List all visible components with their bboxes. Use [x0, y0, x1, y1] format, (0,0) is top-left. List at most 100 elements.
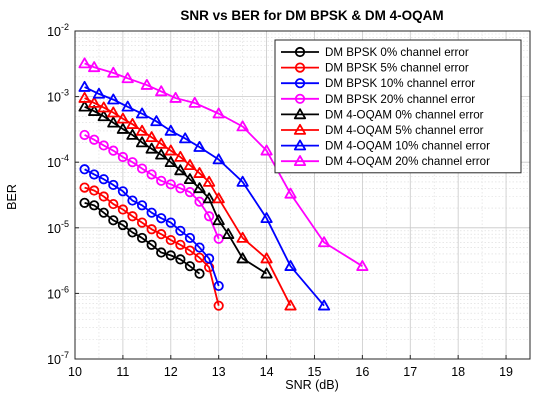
data-point-marker: [97, 101, 110, 113]
x-tick-label: 13: [212, 365, 226, 379]
data-point-marker: [183, 173, 197, 185]
data-point-marker: [212, 192, 225, 204]
data-point-marker: [140, 78, 153, 90]
data-point-marker: [108, 198, 119, 210]
data-point-marker: [78, 80, 91, 92]
data-point-marker: [156, 229, 167, 240]
legend-label: DM BPSK 0% channel error: [325, 46, 469, 59]
series-8: [78, 57, 369, 271]
legend-item: DM BPSK 20% channel error: [281, 93, 475, 106]
series-5: [78, 100, 273, 279]
axes: 10 11 12 13 14 15 16 17 18 19 10-7 10-6 10-5 10-4 10-3…: [47, 22, 531, 379]
series-7: [78, 80, 331, 311]
x-tick-label: 12: [164, 365, 178, 379]
data-point-marker: [135, 136, 149, 148]
data-point-marker: [127, 227, 138, 238]
data-point-marker: [121, 72, 134, 84]
data-point-marker: [116, 112, 129, 124]
data-point-marker: [222, 228, 235, 239]
data-point-marker: [184, 261, 196, 272]
data-point-marker: [165, 250, 176, 261]
legend-item: DM 4-OQAM 10% channel error: [281, 139, 490, 153]
data-point-marker: [260, 267, 273, 279]
data-point-marker: [127, 157, 138, 168]
data-point-marker: [213, 280, 224, 292]
data-point-marker: [136, 232, 148, 244]
data-point-marker: [284, 260, 297, 271]
x-tick-label: 14: [260, 365, 274, 379]
data-point-marker: [260, 212, 273, 224]
chart-title: SNR vs BER for DM BPSK & DM 4-OQAM: [180, 8, 443, 23]
data-point-marker: [236, 120, 249, 132]
data-point-marker: [78, 100, 91, 112]
data-point-marker: [126, 128, 139, 140]
data-point-marker: [98, 140, 109, 151]
data-point-marker: [193, 140, 206, 152]
data-point-marker: [79, 197, 90, 208]
data-point-marker: [89, 134, 100, 145]
data-point-marker: [146, 239, 157, 250]
data-point-marker: [165, 179, 176, 190]
legend-label: DM 4-OQAM 10% channel error: [325, 140, 490, 153]
x-axis-label: SNR (dB): [285, 378, 338, 392]
data-point-marker: [79, 182, 90, 193]
x-tick-label: 19: [499, 365, 513, 379]
data-point-marker: [293, 139, 307, 151]
data-point-marker: [121, 100, 134, 112]
data-point-marker: [193, 182, 206, 194]
series-line: [84, 62, 363, 267]
data-point-marker: [126, 118, 139, 129]
data-point-marker: [107, 93, 120, 105]
data-point-marker: [92, 87, 106, 99]
data-point-marker: [79, 164, 90, 175]
data-point-marker: [79, 129, 90, 141]
data-point-marker: [164, 156, 177, 168]
data-point-marker: [78, 57, 91, 69]
data-point-marker: [108, 145, 119, 156]
data-point-marker: [293, 155, 307, 167]
y-tick-label: 10-4: [47, 153, 69, 170]
data-point-marker: [155, 85, 168, 97]
data-point-marker: [135, 124, 149, 136]
data-point-marker: [127, 195, 138, 206]
x-tick-label: 11: [116, 365, 129, 379]
legend-label: DM 4-OQAM 0% channel error: [325, 108, 484, 121]
data-point-marker: [88, 96, 101, 108]
data-point-marker: [294, 78, 306, 89]
data-point-marker: [78, 91, 91, 103]
legend-item: DM 4-OQAM 20% channel error: [281, 155, 490, 168]
data-point-marker: [284, 187, 297, 199]
data-point-marker: [204, 211, 215, 222]
legend-label: DM BPSK 5% channel error: [325, 62, 469, 75]
data-point-marker: [236, 231, 249, 243]
data-point-marker: [117, 204, 128, 215]
data-point-marker: [156, 175, 167, 186]
legend-item: DM 4-OQAM 0% channel error: [281, 108, 484, 121]
data-point-marker: [175, 183, 186, 194]
data-point-marker: [165, 217, 176, 228]
data-point-marker: [294, 62, 306, 73]
data-point-marker: [188, 96, 201, 108]
data-point-marker: [293, 123, 307, 135]
data-point-marker: [136, 163, 148, 174]
data-point-marker: [164, 124, 177, 136]
data-point-marker: [89, 169, 100, 180]
data-point-marker: [213, 300, 224, 311]
legend-label: DM 4-OQAM 5% channel error: [325, 124, 484, 137]
data-point-marker: [164, 144, 177, 156]
x-tick-label: 16: [355, 365, 369, 379]
data-point-marker: [107, 116, 120, 128]
data-point-marker: [117, 151, 128, 163]
data-point-marker: [135, 107, 149, 119]
x-tick-label: 15: [308, 365, 322, 379]
legend-item: DM BPSK 5% channel error: [281, 62, 469, 75]
series-1: [79, 197, 205, 279]
data-point-marker: [136, 200, 148, 211]
axes-frame: [74, 30, 531, 360]
y-tick-label: 10-6: [47, 284, 69, 301]
data-point-marker: [212, 107, 225, 119]
legend-label: DM BPSK 20% channel error: [325, 93, 475, 106]
y-tick-label: 10-7: [47, 350, 69, 367]
